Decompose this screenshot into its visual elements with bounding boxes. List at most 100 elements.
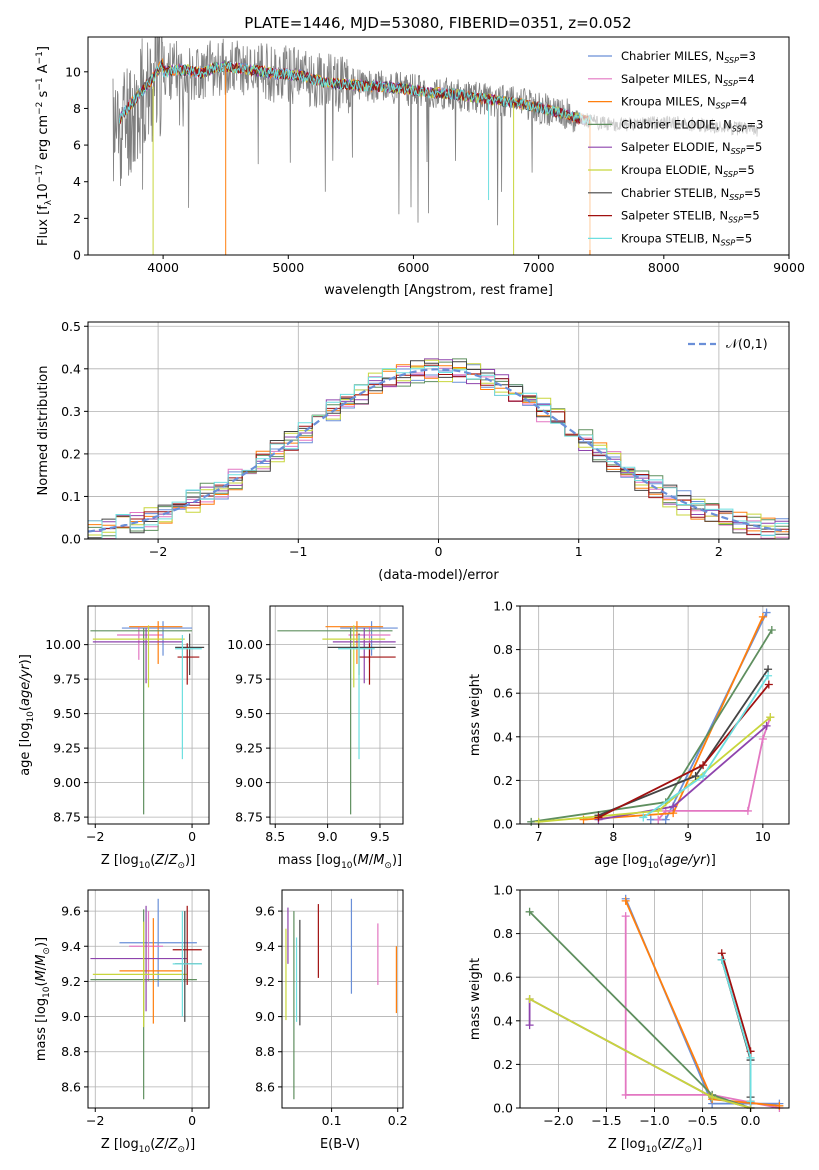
- x-tick-label: −2: [86, 1113, 104, 1128]
- y-tick-label: 0.0: [61, 532, 81, 547]
- weight-point-marker: [758, 734, 767, 743]
- x-tick-label: 0: [188, 1113, 196, 1128]
- axes-frame: [87, 889, 210, 1109]
- x-tick-label: 0.1: [322, 1113, 342, 1128]
- histogram-step-line: [88, 358, 789, 532]
- age-vs-Z-y-label: age [log10(age/yr)]: [18, 654, 36, 776]
- errorbar-point: [175, 634, 202, 760]
- x-tick-label: −2: [86, 829, 104, 844]
- x-tick-label: −0.5: [687, 1113, 717, 1128]
- weight-series-line: [650, 612, 768, 821]
- axis-frame-mass_vs_ebv: 0.1 0.2 8.6 8.8 9.0 9.2 9.4 9.6: [255, 889, 408, 1128]
- legend-entry: Kroupa ELODIE, NSSP=5: [621, 163, 755, 179]
- x-tick-label: 9.5: [370, 829, 390, 844]
- y-tick-label: 0.3: [61, 404, 81, 419]
- axes-frame: [269, 605, 404, 825]
- weight-point-marker: [654, 806, 663, 815]
- axis-frame-weight_vs_age: 7 8 9 10 0.0 0.2 0.4 0.6 0.8 1.0: [493, 599, 790, 844]
- axis-frame-residuals: −2 −1 0 1 2 0.0 0.1 0.2 0.3 0.4 0.5: [61, 319, 790, 559]
- x-tick-label: −1.0: [639, 1113, 669, 1128]
- x-tick-label: 9.0: [318, 829, 338, 844]
- axes-age_vs_mass: [270, 606, 403, 824]
- legend-entry: 𝒩(0,1): [726, 336, 768, 351]
- residuals-y-label: Normed distribution: [36, 366, 51, 496]
- mass-vs-Z-x-label: Z [log10(Z/Z⊙)]: [101, 1137, 195, 1155]
- x-tick-label: −1: [289, 544, 307, 559]
- axes-frame: [87, 36, 790, 256]
- y-tick-label: 0.6: [493, 686, 513, 701]
- residuals-x-label: (data-model)/error: [378, 568, 499, 583]
- legend-entry: Chabrier ELODIE, NSSP=3: [621, 117, 763, 133]
- y-tick-label: 9.0: [255, 1009, 275, 1024]
- x-tick-label: 7000: [523, 260, 555, 275]
- x-tick-label: 0.2: [388, 1113, 408, 1128]
- errorbar-point: [172, 911, 202, 1017]
- errorbar-point: [92, 625, 185, 688]
- y-tick-label: 9.4: [61, 939, 81, 954]
- weight-vs-age-x-label: age [log10(age/yr)]: [594, 853, 716, 871]
- mass-vs-ebv-x-label: E(B-V): [320, 1137, 360, 1152]
- errorbar-point: [177, 643, 200, 685]
- x-tick-label: 0.0: [741, 1113, 761, 1128]
- weight-series-line: [538, 716, 771, 823]
- errorbar-point: [92, 628, 183, 684]
- plot-residuals: [88, 358, 789, 539]
- weight-point-marker: [639, 813, 648, 822]
- weight-point-marker: [525, 995, 534, 1003]
- y-tick-label: 10.00: [227, 637, 263, 652]
- plot-age_vs_mass: [277, 621, 398, 815]
- y-tick-label: 9.2: [255, 974, 275, 989]
- normal-reference-curve: [88, 368, 787, 533]
- y-tick-label: 0.2: [61, 446, 81, 461]
- y-tick-label: 10.00: [45, 637, 81, 652]
- weight-series-line: [624, 916, 780, 1109]
- weight-series-line: [598, 668, 769, 817]
- weight-point-marker: [661, 815, 670, 824]
- y-tick-label: 1.0: [493, 883, 513, 898]
- y-tick-label: 0.6: [493, 970, 513, 985]
- weight-point-marker: [708, 1093, 717, 1102]
- weight-point-marker: [746, 1053, 755, 1062]
- legend-box: [580, 42, 785, 250]
- errorbar-point: [92, 921, 188, 1028]
- y-tick-label: 0.2: [493, 773, 513, 788]
- errorbar-point: [117, 626, 164, 660]
- x-tick-label: −2.0: [543, 1113, 573, 1128]
- weight-point-marker: [527, 817, 536, 826]
- y-tick-label: 0.1: [61, 489, 81, 504]
- histogram-step-line: [88, 360, 789, 539]
- y-tick-label: 9.00: [235, 775, 263, 790]
- x-tick-label: 8.5: [265, 829, 285, 844]
- x-tick-label: 6000: [398, 260, 430, 275]
- age-vs-Z-x-label: Z [log10(Z/Z⊙)]: [101, 853, 195, 871]
- y-tick-label: 9.25: [53, 741, 81, 756]
- x-tick-label: 9000: [773, 260, 805, 275]
- y-tick-label: 9.25: [235, 741, 263, 756]
- axes-weight_vs_age: [520, 605, 789, 825]
- weight-series-line: [529, 998, 751, 1109]
- legend-entry: Salpeter ELODIE, NSSP=5: [621, 140, 762, 156]
- plot-weight_vs_age: [527, 608, 776, 826]
- weight-vs-Z-x-label: Z [log10(Z/Z⊙)]: [608, 1137, 702, 1155]
- y-tick-label: 1.0: [493, 599, 513, 614]
- figure-title: PLATE=1446, MJD=53080, FIBERID=0351, z=0…: [244, 14, 631, 32]
- y-tick-label: 8.75: [235, 810, 263, 825]
- weight-point-marker: [764, 680, 773, 689]
- plot-spectrum: [112, 37, 758, 255]
- weight-series-line: [720, 959, 752, 1102]
- y-tick-label: 0.4: [61, 361, 81, 376]
- weight-point-marker: [525, 907, 534, 916]
- weight-point-marker: [699, 772, 708, 781]
- y-tick-label: 8.6: [255, 1079, 275, 1094]
- weight-point-marker: [717, 955, 726, 964]
- spectrum-x-label: wavelength [Angstrom, rest frame]: [324, 283, 553, 298]
- plot-mass_vs_Z: [90, 898, 202, 1100]
- errorbar-point: [338, 634, 375, 760]
- errorbar-point: [332, 628, 396, 684]
- weight-point-marker: [621, 896, 630, 905]
- x-tick-label: 7: [535, 829, 543, 844]
- weight-point-marker: [766, 713, 775, 722]
- axes-frame: [281, 889, 404, 1109]
- errorbar-point: [90, 905, 188, 1012]
